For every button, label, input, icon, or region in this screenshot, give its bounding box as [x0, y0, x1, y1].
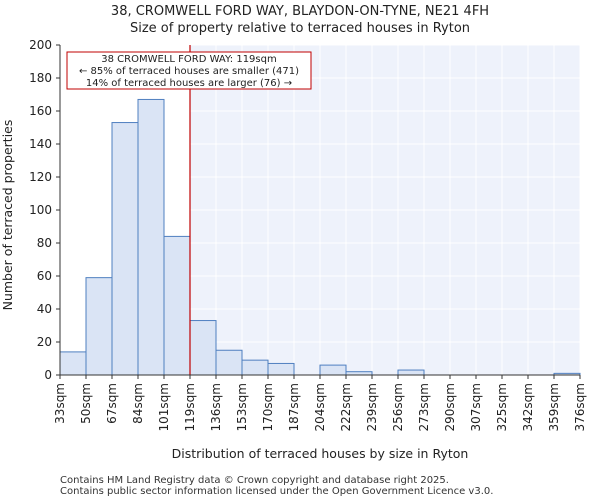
x-tick-label: 153sqm — [235, 383, 249, 431]
footer-line2: Contains public sector information licen… — [60, 486, 493, 497]
x-tick-label: 119sqm — [183, 383, 197, 431]
x-tick-label: 33sqm — [53, 383, 67, 424]
histogram-bar — [241, 359, 269, 376]
y-tick-label: 100 — [29, 203, 52, 217]
histogram-bar — [111, 122, 139, 376]
chart-title-line1: 38, CROMWELL FORD WAY, BLAYDON-ON-TYNE, … — [111, 4, 489, 19]
histogram-bar — [189, 320, 217, 376]
x-tick-label: 136sqm — [209, 383, 223, 431]
annotation-line3: 14% of terraced houses are larger (76) → — [86, 78, 292, 89]
x-tick-label: 170sqm — [261, 383, 275, 431]
x-axis-label: Distribution of terraced houses by size … — [172, 446, 469, 461]
x-tick-label: 359sqm — [547, 383, 561, 431]
x-tick-label: 101sqm — [157, 383, 171, 431]
y-tick-label: 180 — [29, 71, 52, 85]
x-tick-label: 273sqm — [417, 383, 431, 431]
x-tick-label: 84sqm — [131, 383, 145, 424]
y-tick-label: 140 — [29, 137, 52, 151]
histogram-bar — [397, 369, 425, 376]
annotation-line2: ← 85% of terraced houses are smaller (47… — [79, 66, 299, 77]
x-tick-label: 256sqm — [391, 383, 405, 431]
x-tick-label: 50sqm — [79, 383, 93, 424]
x-tick-label: 222sqm — [339, 383, 353, 431]
histogram-bar — [137, 98, 165, 376]
x-tick-label: 204sqm — [313, 383, 327, 431]
x-tick-label: 307sqm — [469, 383, 483, 431]
histogram-bar — [85, 277, 113, 376]
footer-line1: Contains HM Land Registry data © Crown c… — [60, 475, 449, 486]
chart-title-line2: Size of property relative to terraced ho… — [130, 21, 470, 36]
y-tick-label: 0 — [44, 368, 52, 382]
x-tick-label: 187sqm — [287, 383, 301, 431]
x-tick-label: 67sqm — [105, 383, 119, 424]
x-tick-label: 376sqm — [573, 383, 587, 431]
y-tick-label: 40 — [37, 302, 52, 316]
x-tick-label: 342sqm — [521, 383, 535, 431]
x-tick-label: 290sqm — [443, 383, 457, 431]
x-tick-label: 239sqm — [365, 383, 379, 431]
y-tick-label: 160 — [29, 104, 52, 118]
histogram-bar — [163, 235, 191, 376]
y-tick-label: 60 — [37, 269, 52, 283]
histogram-bar — [59, 351, 87, 376]
y-tick-label: 20 — [37, 335, 52, 349]
y-axis-label: Number of terraced properties — [0, 120, 15, 311]
y-tick-label: 120 — [29, 170, 52, 184]
histogram-bar — [319, 364, 347, 376]
annotation-line1: 38 CROMWELL FORD WAY: 119sqm — [101, 54, 276, 65]
histogram-bar — [267, 362, 295, 376]
x-tick-label: 325sqm — [495, 383, 509, 431]
annotation-box: 38 CROMWELL FORD WAY: 119sqm ← 85% of te… — [66, 51, 312, 90]
y-tick-label: 200 — [29, 38, 52, 52]
histogram-bar — [215, 349, 243, 376]
y-tick-label: 80 — [37, 236, 52, 250]
